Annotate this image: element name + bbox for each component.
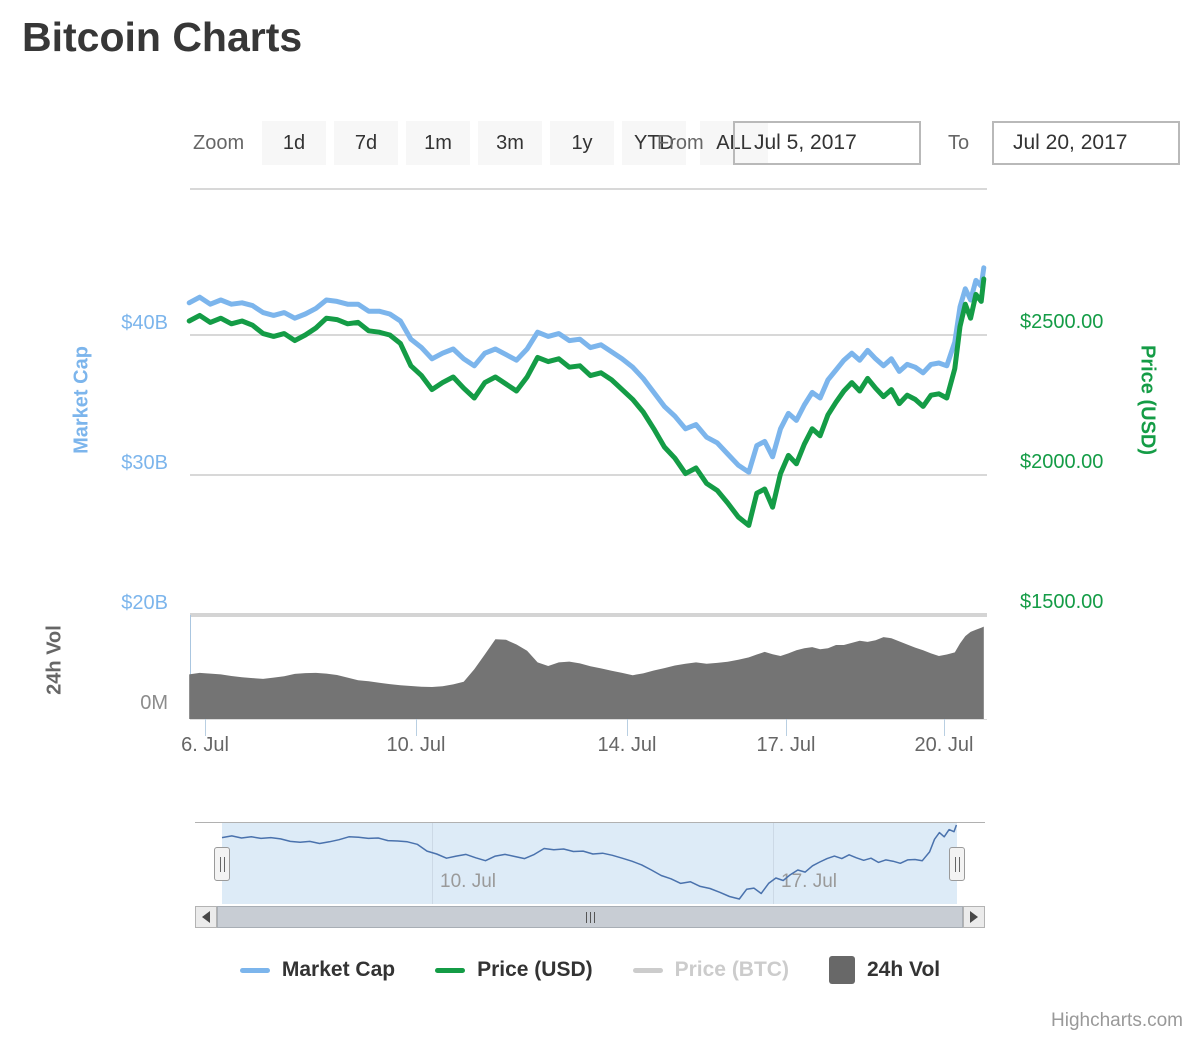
price-axis-title: Price (USD)	[1136, 344, 1159, 456]
legend-item-price-usd[interactable]: Price (USD)	[435, 958, 593, 982]
x-tick-label: 20. Jul	[914, 734, 974, 756]
from-label: From	[657, 132, 704, 154]
volume-series-area	[189, 626, 984, 719]
grid-line-30b	[190, 474, 987, 476]
range-button-ytd[interactable]: YTD	[622, 121, 686, 165]
market-cap-tick-20b: $20B	[121, 592, 168, 614]
grip-lines-icon	[954, 856, 956, 872]
chart-top-border	[190, 188, 987, 190]
arrow-right-icon	[970, 911, 978, 923]
navigator-gridline	[432, 823, 433, 904]
range-button-1m[interactable]: 1m	[406, 121, 470, 165]
x-tick-mark	[786, 719, 787, 736]
legend-label: Market Cap	[281, 958, 396, 981]
market-cap-series-line	[186, 265, 987, 475]
grip-lines-icon	[219, 856, 221, 872]
legend-marker-square	[828, 956, 855, 984]
legend-marker-line	[435, 967, 466, 973]
grid-line-40b	[190, 334, 987, 336]
price-usd-series-line	[186, 276, 987, 528]
navigator-outline	[195, 822, 985, 823]
credits-link[interactable]: Highcharts.com	[1051, 1010, 1183, 1031]
x-tick-mark	[416, 719, 417, 736]
volume-axis-line	[190, 615, 191, 719]
legend-marker-line	[632, 967, 663, 973]
legend-label: Price (USD)	[477, 958, 593, 981]
navigator-label: 17. Jul	[781, 871, 837, 892]
arrow-left-icon	[202, 911, 210, 923]
volume-axis-title: 24h Vol	[43, 625, 66, 695]
price-tick-2500: $2500.00	[1020, 311, 1104, 333]
range-button-1y[interactable]: 1y	[550, 121, 614, 165]
legend-item-24h-vol[interactable]: 24h Vol	[828, 956, 941, 984]
market-cap-tick-30b: $30B	[121, 452, 168, 474]
range-button-7d[interactable]: 7d	[334, 121, 398, 165]
x-tick-mark	[205, 719, 206, 736]
legend-label: Price (BTC)	[674, 958, 789, 981]
range-button-1d[interactable]: 1d	[262, 121, 326, 165]
market-cap-tick-40b: $40B	[121, 312, 168, 334]
legend-item-price-btc[interactable]: Price (BTC)	[632, 958, 789, 982]
scrollbar-thumb[interactable]	[217, 906, 963, 928]
scrollbar-left-button[interactable]	[195, 906, 217, 928]
market-cap-axis-title: Market Cap	[70, 346, 93, 454]
from-date-input[interactable]	[733, 121, 921, 165]
volume-tick-0m: 0M	[140, 692, 168, 714]
x-tick-label: 14. Jul	[597, 734, 657, 756]
x-tick-mark	[627, 719, 628, 736]
zoom-label: Zoom	[193, 132, 245, 154]
to-date-input[interactable]	[992, 121, 1180, 165]
x-tick-label: 10. Jul	[386, 734, 446, 756]
page-title: Bitcoin Charts	[22, 14, 303, 60]
legend-label: 24h Vol	[866, 958, 941, 981]
navigator-label: 10. Jul	[440, 871, 496, 892]
x-tick-label: 6. Jul	[181, 734, 229, 756]
price-tick-2000: $2000.00	[1020, 451, 1104, 473]
x-axis-line	[190, 719, 987, 720]
range-button-3m[interactable]: 3m	[478, 121, 542, 165]
legend-item-market-cap[interactable]: Market Cap	[239, 958, 396, 982]
navigator-handle-right[interactable]	[949, 847, 965, 881]
navigator-gridline	[773, 823, 774, 904]
navigator-handle-left[interactable]	[214, 847, 230, 881]
navigator-mask[interactable]	[222, 823, 957, 904]
scrollbar-right-button[interactable]	[963, 906, 985, 928]
price-tick-1500: $1500.00	[1020, 591, 1104, 613]
grip-lines-icon	[585, 911, 587, 923]
to-label: To	[948, 132, 970, 154]
volume-pane-top-border	[190, 613, 987, 617]
legend-marker-line	[239, 967, 270, 973]
x-tick-mark	[944, 719, 945, 736]
legend: Market Cap Price (USD) Price (BTC) 24h V…	[190, 956, 990, 984]
x-tick-label: 17. Jul	[756, 734, 816, 756]
